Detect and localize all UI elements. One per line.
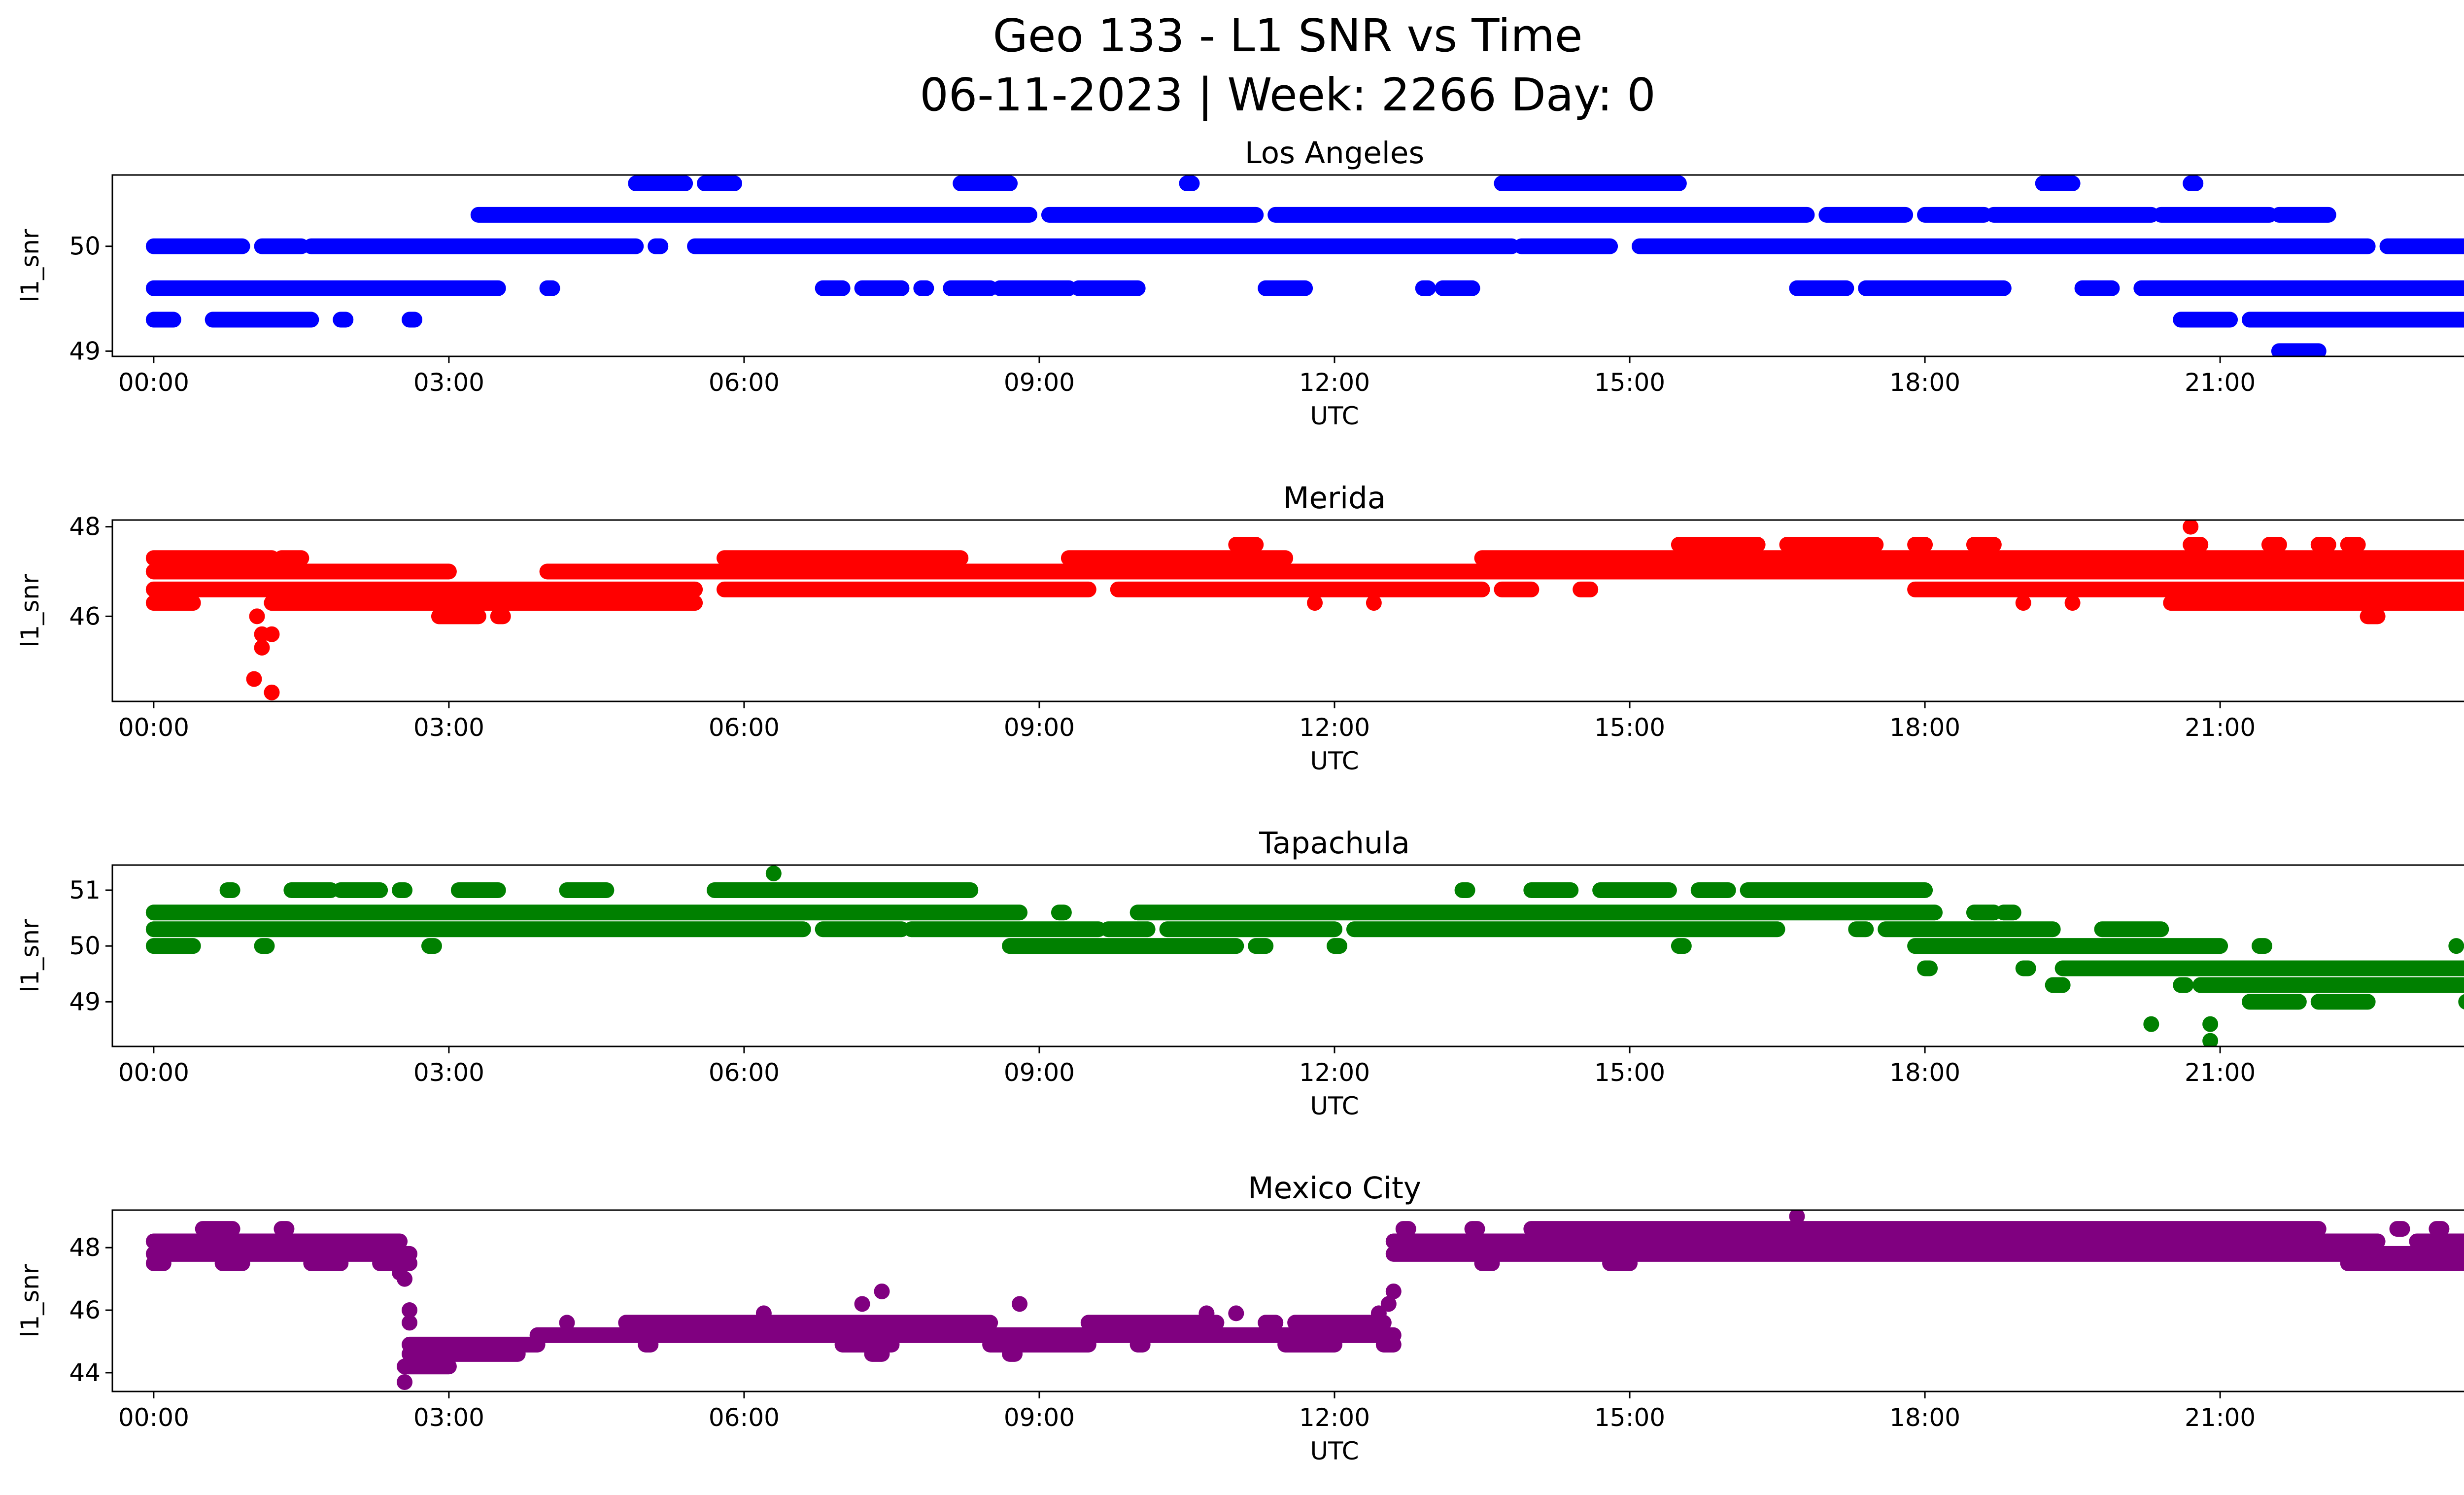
merida-title: Merida xyxy=(1283,481,1386,516)
merida-point-7 xyxy=(2183,520,2199,535)
mexico-city-point-7 xyxy=(1012,1296,1028,1312)
tapachula-xtick-label-3: 09:00 xyxy=(1004,1058,1075,1087)
tapachula-point-2 xyxy=(2202,1016,2219,1032)
los-angeles-xtick-label-3: 09:00 xyxy=(1004,368,1075,397)
merida-point-11 xyxy=(2064,595,2081,611)
los-angeles-xtick-label-1: 03:00 xyxy=(413,368,484,397)
mexico-city-panel: 00:00 03:00 06:00 09:00 12:00 15:00 18:00 21:00… xyxy=(16,1171,2464,1465)
mexico-city-point-5 xyxy=(874,1283,890,1299)
los-angeles-ytick-label-0: 49 xyxy=(69,337,101,365)
los-angeles-axes-frame xyxy=(111,174,2464,357)
merida-data-layer xyxy=(145,520,2464,700)
mexico-city-point-4 xyxy=(397,1374,413,1390)
merida-xtick-label-2: 06:00 xyxy=(709,713,780,742)
mexico-city-point-13 xyxy=(755,1305,772,1321)
mexico-city-point-9 xyxy=(1385,1283,1402,1299)
mexico-city-ytick-label-2: 48 xyxy=(69,1233,101,1262)
merida-xtick-label-4: 12:00 xyxy=(1299,713,1370,742)
mexico-city-xtick-label-5: 15:00 xyxy=(1594,1403,1665,1432)
tapachula-xtick-label-1: 03:00 xyxy=(413,1058,484,1087)
merida-point-6 xyxy=(264,595,280,611)
merida-point-3 xyxy=(254,639,270,656)
tapachula-xtick-label-0: 00:00 xyxy=(118,1058,189,1087)
mexico-city-ytick-label-0: 44 xyxy=(69,1358,101,1387)
tapachula-xtick-label-5: 15:00 xyxy=(1594,1058,1665,1087)
los-angeles-xtick-label-7: 21:00 xyxy=(2185,368,2256,397)
los-angeles-panel: 00:00 03:00 06:00 09:00 12:00 15:00 18:00 21:00… xyxy=(16,136,2464,430)
los-angeles-ytick-label-1: 50 xyxy=(69,232,101,261)
tapachula-ytick-label-0: 49 xyxy=(69,987,101,1016)
figure-title-line-2: 06-11-2023 | Week: 2266 Day: 0 xyxy=(920,69,1656,121)
los-angeles-xtick-label-6: 18:00 xyxy=(1889,368,1960,397)
merida-ylabel: l1_snr xyxy=(16,574,44,647)
mexico-city-xtick-label-1: 03:00 xyxy=(413,1403,484,1432)
tapachula-ytick-label-2: 51 xyxy=(69,876,101,904)
mexico-city-xtick-label-6: 18:00 xyxy=(1889,1403,1960,1432)
merida-xlabel: UTC xyxy=(1310,747,1359,775)
mexico-city-point-11 xyxy=(1789,1210,1805,1224)
tapachula-point-4 xyxy=(2448,938,2464,954)
tapachula-xtick-label-7: 21:00 xyxy=(2185,1058,2256,1087)
merida-ytick-label-1: 48 xyxy=(69,513,101,541)
tapachula-point-0 xyxy=(765,865,782,881)
merida-point-9 xyxy=(1307,595,1323,611)
mexico-city-point-14 xyxy=(1198,1305,1215,1321)
figure-title-line-1: Geo 133 - L1 SNR vs Time xyxy=(992,9,1583,62)
los-angeles-data-layer xyxy=(145,175,2464,356)
los-angeles-xtick-label-0: 00:00 xyxy=(118,368,189,397)
merida-xtick-label-5: 15:00 xyxy=(1594,713,1665,742)
mexico-city-point-3 xyxy=(402,1315,418,1331)
tapachula-point-1 xyxy=(2143,1016,2159,1032)
merida-point-5 xyxy=(264,684,280,700)
tapachula-ytick-label-1: 50 xyxy=(69,932,101,960)
merida-point-10 xyxy=(2015,595,2031,611)
tapachula-xtick-label-2: 06:00 xyxy=(709,1058,780,1087)
mexico-city-xtick-label-0: 00:00 xyxy=(118,1403,189,1432)
merida-point-2 xyxy=(264,626,280,642)
merida-xtick-label-1: 03:00 xyxy=(413,713,484,742)
mexico-city-xtick-label-2: 06:00 xyxy=(709,1403,780,1432)
mexico-city-xlabel: UTC xyxy=(1310,1437,1359,1465)
mexico-city-xtick-label-7: 21:00 xyxy=(2185,1403,2256,1432)
mexico-city-xtick-label-4: 12:00 xyxy=(1299,1403,1370,1432)
los-angeles-xlabel: UTC xyxy=(1310,402,1359,430)
tapachula-data-layer xyxy=(145,865,2464,1046)
mexico-city-point-12 xyxy=(559,1315,575,1331)
mexico-city-point-1 xyxy=(397,1271,413,1287)
mexico-city-point-10 xyxy=(1370,1305,1387,1321)
mexico-city-title: Mexico City xyxy=(1248,1171,1421,1206)
merida-point-0 xyxy=(249,608,265,625)
mexico-city-point-8 xyxy=(1380,1296,1397,1312)
los-angeles-title: Los Angeles xyxy=(1245,136,1424,171)
los-angeles-xtick-label-4: 12:00 xyxy=(1299,368,1370,397)
los-angeles-ylabel: l1_snr xyxy=(16,229,44,302)
merida-xtick-label-6: 18:00 xyxy=(1889,713,1960,742)
merida-panel: 00:00 03:00 06:00 09:00 12:00 15:00 18:00 21:00… xyxy=(16,481,2464,775)
mexico-city-point-6 xyxy=(854,1296,870,1312)
merida-point-8 xyxy=(1366,595,1382,611)
merida-xtick-label-3: 09:00 xyxy=(1004,713,1075,742)
merida-ytick-label-0: 46 xyxy=(69,602,101,630)
mexico-city-point-15 xyxy=(1228,1305,1244,1321)
merida-xtick-label-7: 21:00 xyxy=(2185,713,2256,742)
tapachula-point-3 xyxy=(2202,1033,2219,1046)
tapachula-xtick-label-6: 18:00 xyxy=(1889,1058,1960,1087)
mexico-city-point-2 xyxy=(402,1302,418,1319)
mexico-city-data-layer xyxy=(145,1210,2464,1390)
tapachula-xlabel: UTC xyxy=(1310,1092,1359,1120)
tapachula-ylabel: l1_snr xyxy=(16,919,44,992)
tapachula-panel: 00:00 03:00 06:00 09:00 12:00 15:00 18:00 21:00… xyxy=(16,826,2464,1120)
mexico-city-ylabel: l1_snr xyxy=(16,1264,44,1337)
mexico-city-ytick-label-1: 46 xyxy=(69,1296,101,1324)
tapachula-xtick-label-4: 12:00 xyxy=(1299,1058,1370,1087)
tapachula-title: Tapachula xyxy=(1259,826,1410,861)
los-angeles-xtick-label-2: 06:00 xyxy=(709,368,780,397)
mexico-city-xtick-label-3: 09:00 xyxy=(1004,1403,1075,1432)
los-angeles-xtick-label-5: 15:00 xyxy=(1594,368,1665,397)
merida-xtick-label-0: 00:00 xyxy=(118,713,189,742)
merida-point-4 xyxy=(246,671,262,687)
